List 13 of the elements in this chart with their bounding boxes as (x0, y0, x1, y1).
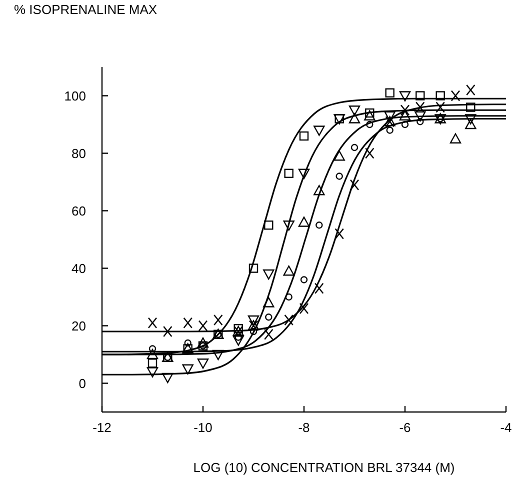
y-tick-label: 0 (78, 376, 86, 391)
x-tick-label: -12 (92, 420, 112, 435)
y-tick-label: 60 (72, 203, 86, 218)
x-tick-label: -6 (399, 420, 411, 435)
y-tick-label: 80 (72, 146, 86, 161)
y-tick-label: 100 (64, 88, 86, 104)
x-tick-label: -8 (298, 420, 310, 435)
x-tick-label: -4 (500, 420, 512, 435)
y-tick-label: 20 (72, 318, 86, 334)
y-axis-title: % ISOPRENALINE MAX (14, 2, 158, 17)
y-tick-label: 40 (72, 260, 86, 276)
x-tick-label: -10 (194, 420, 212, 435)
x-axis-title: LOG (10) CONCENTRATION BRL 37344 (M) (193, 460, 455, 475)
